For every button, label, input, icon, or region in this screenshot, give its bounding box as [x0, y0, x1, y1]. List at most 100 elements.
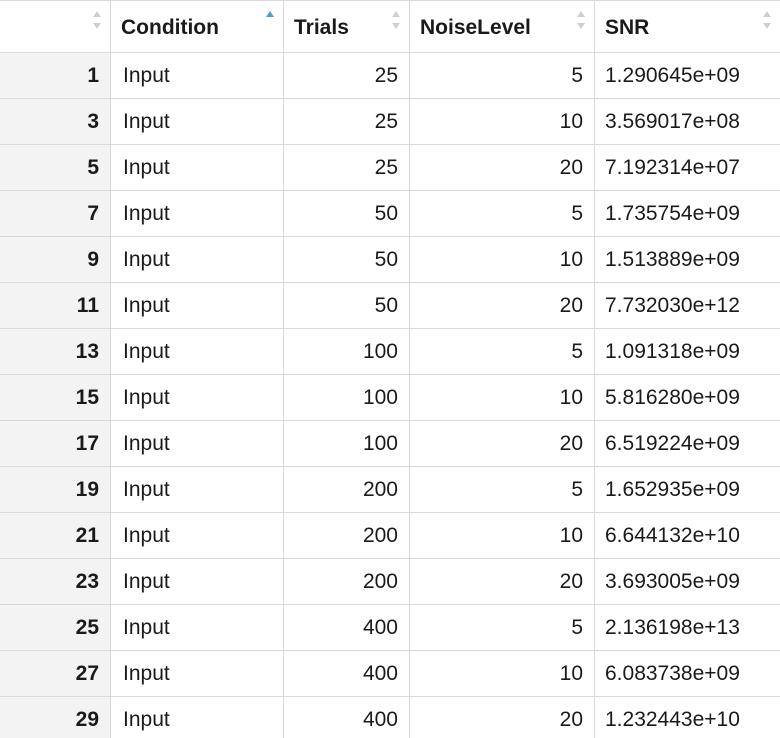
- cell-condition[interactable]: Input: [110, 190, 284, 237]
- cell-noiselevel[interactable]: 5: [409, 52, 595, 99]
- column-header-snr[interactable]: SNR: [594, 0, 780, 53]
- column-header-trials[interactable]: Trials: [283, 0, 410, 53]
- row-number[interactable]: 17: [0, 420, 111, 467]
- cell-snr[interactable]: 1.290645e+09: [594, 52, 780, 99]
- table-row[interactable]: 13 Input 100 5 1.091318e+09: [0, 328, 780, 375]
- row-number[interactable]: 29: [0, 696, 111, 738]
- cell-noiselevel[interactable]: 20: [409, 144, 595, 191]
- sort-arrows-icon[interactable]: [762, 11, 771, 29]
- sort-arrows-icon[interactable]: [92, 11, 101, 29]
- cell-condition[interactable]: Input: [110, 558, 284, 605]
- cell-snr[interactable]: 1.735754e+09: [594, 190, 780, 237]
- row-number[interactable]: 7: [0, 190, 111, 237]
- cell-trials[interactable]: 50: [283, 190, 410, 237]
- cell-snr[interactable]: 7.192314e+07: [594, 144, 780, 191]
- cell-trials[interactable]: 400: [283, 604, 410, 651]
- cell-noiselevel[interactable]: 20: [409, 558, 595, 605]
- sort-arrows-icon[interactable]: [391, 11, 400, 29]
- table-row[interactable]: 19 Input 200 5 1.652935e+09: [0, 466, 780, 513]
- row-number[interactable]: 3: [0, 98, 111, 145]
- cell-trials[interactable]: 400: [283, 696, 410, 738]
- cell-condition[interactable]: Input: [110, 696, 284, 738]
- table-row[interactable]: 5 Input 25 20 7.192314e+07: [0, 144, 780, 191]
- row-number[interactable]: 9: [0, 236, 111, 283]
- table-row[interactable]: 29 Input 400 20 1.232443e+10: [0, 696, 780, 738]
- cell-trials[interactable]: 200: [283, 558, 410, 605]
- cell-condition[interactable]: Input: [110, 98, 284, 145]
- table-row[interactable]: 21 Input 200 10 6.644132e+10: [0, 512, 780, 559]
- cell-snr[interactable]: 1.652935e+09: [594, 466, 780, 513]
- row-number[interactable]: 19: [0, 466, 111, 513]
- cell-snr[interactable]: 3.693005e+09: [594, 558, 780, 605]
- cell-snr[interactable]: 3.569017e+08: [594, 98, 780, 145]
- table-row[interactable]: 1 Input 25 5 1.290645e+09: [0, 52, 780, 99]
- cell-trials[interactable]: 50: [283, 236, 410, 283]
- cell-noiselevel[interactable]: 5: [409, 604, 595, 651]
- cell-condition[interactable]: Input: [110, 328, 284, 375]
- cell-snr[interactable]: 1.232443e+10: [594, 696, 780, 738]
- cell-trials[interactable]: 400: [283, 650, 410, 697]
- column-header-noiselevel[interactable]: NoiseLevel: [409, 0, 595, 53]
- cell-noiselevel[interactable]: 20: [409, 282, 595, 329]
- table-row[interactable]: 23 Input 200 20 3.693005e+09: [0, 558, 780, 605]
- cell-condition[interactable]: Input: [110, 420, 284, 467]
- row-number[interactable]: 13: [0, 328, 111, 375]
- cell-trials[interactable]: 25: [283, 98, 410, 145]
- row-number[interactable]: 27: [0, 650, 111, 697]
- cell-condition[interactable]: Input: [110, 282, 284, 329]
- sort-arrows-icon[interactable]: [576, 11, 585, 29]
- cell-trials[interactable]: 100: [283, 374, 410, 421]
- cell-snr[interactable]: 7.732030e+12: [594, 282, 780, 329]
- table-row[interactable]: 9 Input 50 10 1.513889e+09: [0, 236, 780, 283]
- cell-condition[interactable]: Input: [110, 144, 284, 191]
- cell-trials[interactable]: 200: [283, 466, 410, 513]
- cell-trials[interactable]: 100: [283, 328, 410, 375]
- cell-noiselevel[interactable]: 20: [409, 420, 595, 467]
- cell-noiselevel[interactable]: 10: [409, 374, 595, 421]
- table-row[interactable]: 15 Input 100 10 5.816280e+09: [0, 374, 780, 421]
- cell-trials[interactable]: 25: [283, 52, 410, 99]
- cell-snr[interactable]: 6.083738e+09: [594, 650, 780, 697]
- cell-trials[interactable]: 100: [283, 420, 410, 467]
- row-number[interactable]: 21: [0, 512, 111, 559]
- cell-snr[interactable]: 6.519224e+09: [594, 420, 780, 467]
- row-number[interactable]: 5: [0, 144, 111, 191]
- cell-noiselevel[interactable]: 5: [409, 190, 595, 237]
- cell-snr[interactable]: 2.136198e+13: [594, 604, 780, 651]
- cell-condition[interactable]: Input: [110, 52, 284, 99]
- column-header-rownum[interactable]: [0, 0, 111, 53]
- cell-condition[interactable]: Input: [110, 236, 284, 283]
- cell-snr[interactable]: 1.513889e+09: [594, 236, 780, 283]
- table-row[interactable]: 3 Input 25 10 3.569017e+08: [0, 98, 780, 145]
- cell-snr[interactable]: 5.816280e+09: [594, 374, 780, 421]
- cell-noiselevel[interactable]: 5: [409, 466, 595, 513]
- row-number[interactable]: 25: [0, 604, 111, 651]
- cell-noiselevel[interactable]: 10: [409, 236, 595, 283]
- cell-condition[interactable]: Input: [110, 466, 284, 513]
- cell-noiselevel[interactable]: 5: [409, 328, 595, 375]
- cell-noiselevel[interactable]: 10: [409, 512, 595, 559]
- cell-trials[interactable]: 50: [283, 282, 410, 329]
- table-row[interactable]: 27 Input 400 10 6.083738e+09: [0, 650, 780, 697]
- row-number[interactable]: 1: [0, 52, 111, 99]
- cell-snr[interactable]: 6.644132e+10: [594, 512, 780, 559]
- table-row[interactable]: 17 Input 100 20 6.519224e+09: [0, 420, 780, 467]
- row-number[interactable]: 15: [0, 374, 111, 421]
- cell-condition[interactable]: Input: [110, 512, 284, 559]
- column-header-condition[interactable]: Condition: [110, 0, 284, 53]
- cell-noiselevel[interactable]: 20: [409, 696, 595, 738]
- cell-condition[interactable]: Input: [110, 374, 284, 421]
- table-row[interactable]: 25 Input 400 5 2.136198e+13: [0, 604, 780, 651]
- cell-trials[interactable]: 25: [283, 144, 410, 191]
- cell-condition[interactable]: Input: [110, 604, 284, 651]
- row-number[interactable]: 11: [0, 282, 111, 329]
- cell-noiselevel[interactable]: 10: [409, 650, 595, 697]
- cell-snr[interactable]: 1.091318e+09: [594, 328, 780, 375]
- cell-trials[interactable]: 200: [283, 512, 410, 559]
- sort-ascending-icon[interactable]: [265, 11, 274, 29]
- row-number[interactable]: 23: [0, 558, 111, 605]
- table-row[interactable]: 7 Input 50 5 1.735754e+09: [0, 190, 780, 237]
- cell-noiselevel[interactable]: 10: [409, 98, 595, 145]
- cell-condition[interactable]: Input: [110, 650, 284, 697]
- table-row[interactable]: 11 Input 50 20 7.732030e+12: [0, 282, 780, 329]
